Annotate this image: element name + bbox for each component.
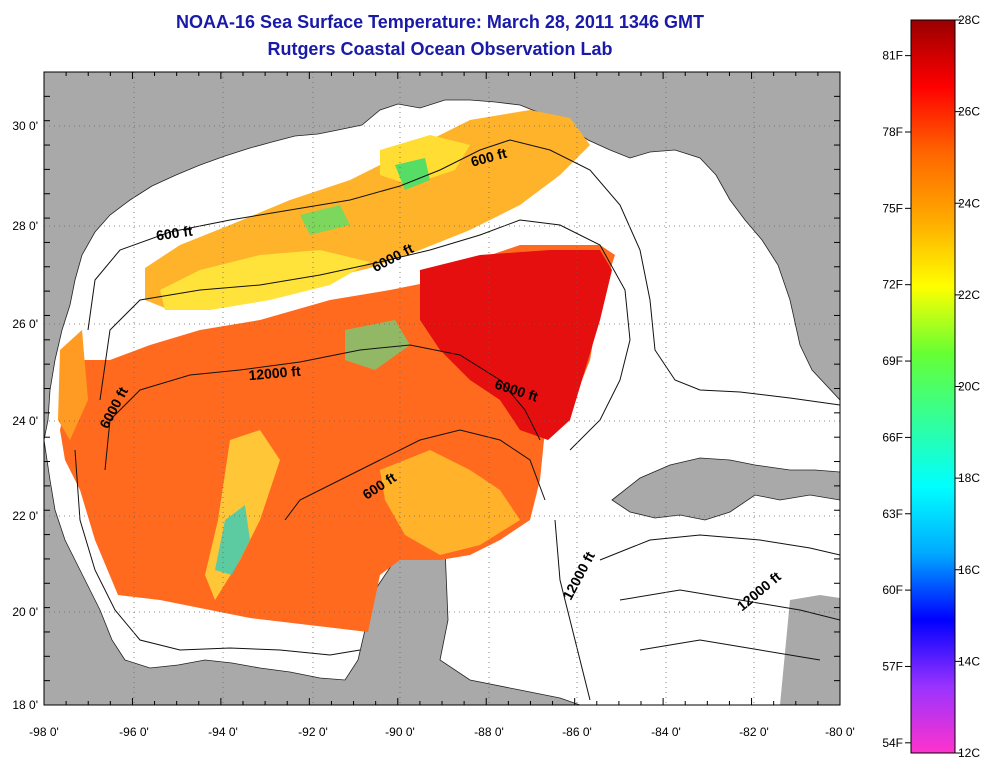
x-tick-label: -98 0' bbox=[29, 725, 59, 739]
colorbar-fahrenheit-label: 66F bbox=[882, 430, 903, 444]
colorbar-celsius-label: 24C bbox=[958, 196, 980, 210]
colorbar-celsius-label: 14C bbox=[958, 654, 980, 668]
land bbox=[44, 72, 840, 705]
contour-label: 600 ft bbox=[155, 223, 194, 244]
y-tick-label: 18 0' bbox=[12, 698, 38, 712]
colorbar-fahrenheit-label: 54F bbox=[882, 736, 903, 750]
colorbar-celsius-label: 20C bbox=[958, 380, 980, 394]
x-tick-label: -82 0' bbox=[739, 725, 769, 739]
colorbar-fahrenheit-label: 81F bbox=[882, 49, 903, 63]
colorbar-gradient bbox=[910, 19, 956, 754]
x-axis: -98 0' -96 0' -94 0' -92 0' -90 0' -88 0' -86 … bbox=[29, 72, 855, 739]
sst-swath bbox=[58, 110, 615, 632]
x-tick-label: -84 0' bbox=[651, 725, 681, 739]
x-tick-label: -88 0' bbox=[474, 725, 504, 739]
y-tick-label: 20 0' bbox=[12, 605, 38, 619]
map-subtitle: Rutgers Coastal Ocean Observation Lab bbox=[267, 39, 613, 59]
y-axis: 30 0' 28 0' 26 0' 24 0' 22 0' 20 0' 18 0' bbox=[12, 71, 840, 712]
colorbar-fahrenheit-label: 60F bbox=[882, 583, 903, 597]
colorbar-fahrenheit-label: 72F bbox=[882, 278, 903, 292]
contour-label: 12000 ft bbox=[248, 363, 302, 384]
colorbar-celsius-label: 12C bbox=[958, 746, 980, 760]
y-tick-label: 24 0' bbox=[12, 414, 38, 428]
x-tick-label: -86 0' bbox=[562, 725, 592, 739]
colorbar-fahrenheit-label: 75F bbox=[882, 201, 903, 215]
map-title: NOAA-16 Sea Surface Temperature: March 2… bbox=[176, 12, 704, 32]
colorbar-fahrenheit-label: 63F bbox=[882, 507, 903, 521]
x-tick-label: -90 0' bbox=[385, 725, 415, 739]
x-tick-label: -80 0' bbox=[825, 725, 855, 739]
colorbar-celsius-label: 18C bbox=[958, 471, 980, 485]
colorbar-fahrenheit-label: 78F bbox=[882, 125, 903, 139]
colorbar-celsius-label: 28C bbox=[958, 13, 980, 27]
colorbar: 28C 26C 24C 22C 20C 18C 16C 14C 12C 81F 78F 75F 72F… bbox=[882, 13, 980, 760]
colorbar-celsius-label: 22C bbox=[958, 288, 980, 302]
x-tick-label: -92 0' bbox=[298, 725, 328, 739]
graticule bbox=[44, 72, 840, 705]
x-tick-label: -94 0' bbox=[208, 725, 238, 739]
colorbar-fahrenheit-label: 57F bbox=[882, 659, 903, 673]
y-tick-label: 28 0' bbox=[12, 219, 38, 233]
colorbar-fahrenheit-labels: 81F 78F 75F 72F 69F 66F 63F 60F 57F 54F bbox=[882, 49, 911, 750]
x-tick-label: -96 0' bbox=[119, 725, 149, 739]
y-tick-label: 22 0' bbox=[12, 509, 38, 523]
colorbar-celsius-label: 26C bbox=[958, 105, 980, 119]
colorbar-celsius-label: 16C bbox=[958, 563, 980, 577]
y-tick-label: 26 0' bbox=[12, 317, 38, 331]
y-tick-label: 30 0' bbox=[12, 119, 38, 133]
colorbar-celsius-labels: 28C 26C 24C 22C 20C 18C 16C 14C 12C bbox=[955, 13, 980, 760]
colorbar-fahrenheit-label: 69F bbox=[882, 354, 903, 368]
